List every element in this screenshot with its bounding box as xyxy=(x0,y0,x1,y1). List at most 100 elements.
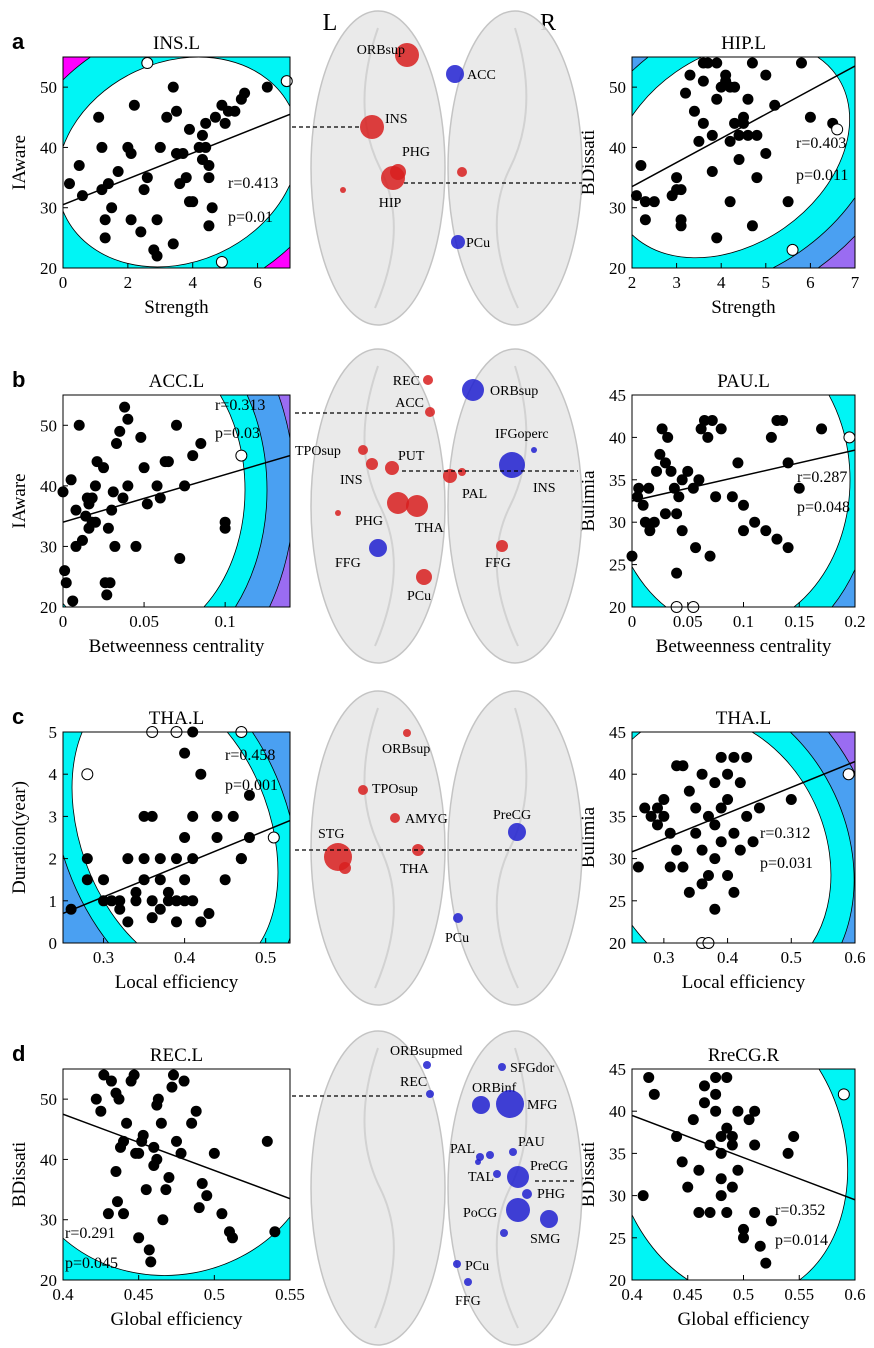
data-point xyxy=(200,142,211,153)
x-axis-label: Strength xyxy=(144,297,209,318)
data-point xyxy=(741,752,752,763)
brain-node xyxy=(499,452,525,478)
data-point xyxy=(732,457,743,468)
data-point xyxy=(738,1232,749,1243)
node-label: THA xyxy=(415,521,445,536)
node-label: THA xyxy=(400,862,430,877)
data-point xyxy=(200,118,211,129)
y-tick-label: 40 xyxy=(609,428,626,447)
x-tick-label: 4 xyxy=(717,273,726,292)
data-point xyxy=(786,794,797,805)
data-point xyxy=(220,118,231,129)
node-label: STG xyxy=(318,827,344,842)
y-axis-label: IAware xyxy=(9,135,30,190)
data-point xyxy=(732,1106,743,1117)
brain-node xyxy=(475,1159,481,1165)
data-point xyxy=(236,853,247,864)
node-label: ORBsup xyxy=(382,742,430,757)
x-axis-label: Strength xyxy=(711,297,776,318)
node-label: TPOsup xyxy=(372,782,418,797)
y-tick-label: 35 xyxy=(609,1144,626,1163)
data-point xyxy=(195,769,206,780)
data-point xyxy=(135,226,146,237)
brain-node xyxy=(387,492,409,514)
data-point xyxy=(633,483,644,494)
x-tick-label: 0.4 xyxy=(174,948,196,967)
brain-node xyxy=(486,1151,494,1159)
data-point xyxy=(66,474,77,485)
node-label: ORBsupmed xyxy=(390,1044,462,1059)
data-point xyxy=(728,752,739,763)
data-point xyxy=(666,466,677,477)
data-point xyxy=(711,58,722,69)
annotation: r=0.413 xyxy=(228,175,278,192)
y-tick-label: 4 xyxy=(49,765,58,784)
data-point xyxy=(203,160,214,171)
data-point xyxy=(155,142,166,153)
data-point xyxy=(783,1148,794,1159)
data-point xyxy=(109,541,120,552)
data-point xyxy=(122,916,133,927)
brain-node xyxy=(496,540,508,552)
data-point xyxy=(643,483,654,494)
data-point xyxy=(684,887,695,898)
data-point xyxy=(156,1118,167,1129)
annotation: p=0.045 xyxy=(65,1255,118,1272)
data-point xyxy=(74,420,85,431)
data-point xyxy=(100,232,111,243)
data-point xyxy=(147,912,158,923)
annotation: r=0.312 xyxy=(760,825,810,842)
y-tick-label: 30 xyxy=(609,513,626,532)
chart-title: ACC.L xyxy=(149,371,204,392)
data-point xyxy=(711,232,722,243)
y-tick-label: 50 xyxy=(40,416,57,435)
x-tick-label: 0.3 xyxy=(653,948,674,967)
data-point xyxy=(721,1207,732,1218)
data-point xyxy=(787,244,798,255)
data-point xyxy=(690,828,701,839)
data-point xyxy=(179,1076,190,1087)
x-axis-label: Global efficiency xyxy=(677,1309,810,1330)
data-point xyxy=(676,184,687,195)
data-point xyxy=(658,811,669,822)
y-tick-label: 40 xyxy=(40,477,57,496)
data-point xyxy=(118,1136,129,1147)
data-point xyxy=(843,769,854,780)
node-label: ORBsup xyxy=(357,43,405,58)
panel-letter: b xyxy=(12,367,25,392)
data-point xyxy=(844,432,855,443)
data-point xyxy=(816,423,827,434)
data-point xyxy=(268,832,279,843)
data-point xyxy=(114,904,125,915)
node-label: IFGoperc xyxy=(495,427,549,442)
brain-node xyxy=(508,823,526,841)
node-label: INS xyxy=(340,473,363,488)
data-point xyxy=(677,862,688,873)
data-point xyxy=(262,82,273,93)
node-label: PoCG xyxy=(463,1206,497,1221)
data-point xyxy=(638,1190,649,1201)
data-point xyxy=(783,196,794,207)
data-point xyxy=(635,160,646,171)
data-point xyxy=(671,845,682,856)
data-point xyxy=(281,76,292,87)
data-point xyxy=(709,853,720,864)
data-point xyxy=(142,172,153,183)
brain-node xyxy=(358,445,368,455)
data-point xyxy=(139,462,150,473)
data-point xyxy=(711,94,722,105)
brain-node xyxy=(406,495,428,517)
data-point xyxy=(155,853,166,864)
data-point xyxy=(671,568,682,579)
data-point xyxy=(216,1208,227,1219)
data-point xyxy=(90,480,101,491)
brain-node xyxy=(360,115,384,139)
data-point xyxy=(77,535,88,546)
data-point xyxy=(693,136,704,147)
data-point xyxy=(187,811,198,822)
data-point xyxy=(727,491,738,502)
data-point xyxy=(148,1142,159,1153)
node-label: ORBsup xyxy=(490,384,538,399)
data-point xyxy=(725,136,736,147)
data-point xyxy=(160,1184,171,1195)
